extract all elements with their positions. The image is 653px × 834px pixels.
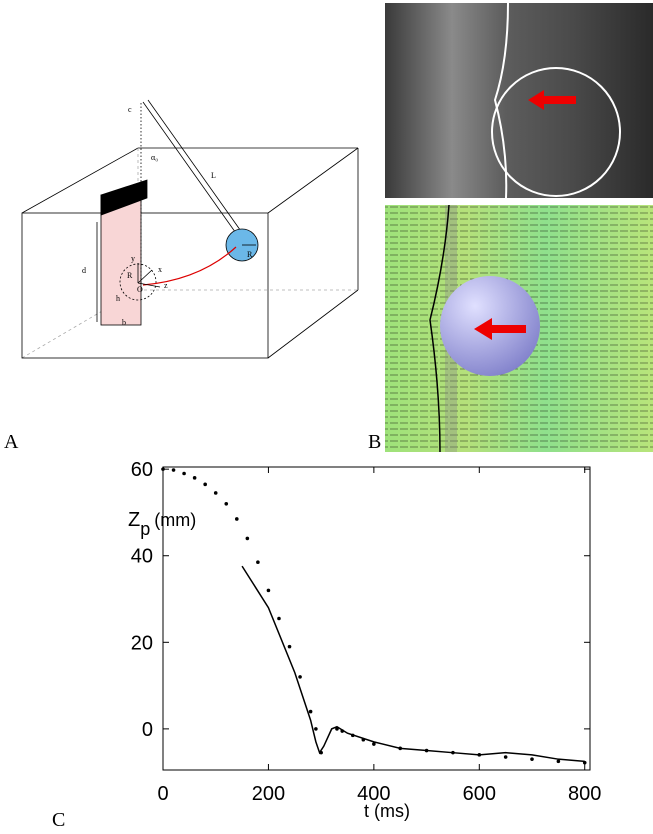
y-tick-label: 20	[131, 632, 153, 654]
panel-label: A	[4, 431, 19, 453]
sphere-outline	[491, 67, 621, 197]
label: α₀	[151, 153, 158, 162]
data-point	[182, 471, 186, 476]
panel-b-photo	[385, 2, 653, 199]
data-point	[192, 476, 197, 480]
plate-top	[100, 179, 148, 216]
arrow	[528, 90, 576, 110]
box-edge	[267, 147, 359, 214]
axis-x	[137, 269, 153, 284]
data-point	[256, 560, 260, 565]
label: c	[128, 105, 132, 114]
plate-outline	[493, 2, 509, 199]
x-tick-label: 800	[568, 783, 601, 805]
label: R	[247, 250, 253, 259]
panel-b-flow	[385, 204, 653, 453]
y-tick-label: 0	[142, 719, 153, 741]
box-front	[21, 212, 269, 359]
x-tick-label: 400	[357, 783, 390, 805]
arrow	[474, 318, 526, 340]
x-tick-label: 0	[157, 783, 168, 805]
data-point	[530, 757, 534, 761]
rod	[142, 101, 239, 237]
label: d	[82, 266, 86, 275]
label: x	[158, 265, 162, 274]
label: b	[122, 318, 126, 327]
data-point	[203, 482, 207, 487]
y-label-unit: (mm)	[154, 510, 196, 530]
box-edge	[267, 289, 359, 359]
diagram-a	[21, 99, 359, 359]
box-edge	[21, 147, 139, 214]
interface	[429, 204, 450, 453]
plot-frame	[162, 466, 591, 771]
panel-label: B	[368, 431, 381, 453]
trajectory	[142, 246, 237, 286]
data-point	[314, 727, 318, 731]
y-label-symbol: Z	[128, 509, 140, 531]
data-point	[308, 709, 313, 714]
axis-z	[137, 282, 161, 288]
data-point	[298, 675, 302, 679]
plate	[100, 194, 142, 326]
data-point	[556, 759, 561, 764]
photo	[385, 3, 653, 198]
label: L	[211, 171, 216, 180]
data-point	[213, 491, 218, 495]
rod	[147, 99, 244, 235]
chart: Zp (mm) t (ms) 0 200 400 600 800 0 20 40 60	[128, 459, 601, 821]
label: h	[116, 294, 120, 303]
panel-label: C	[52, 809, 65, 831]
data-line	[241, 565, 585, 763]
data-point	[372, 742, 376, 746]
data-point	[277, 616, 281, 621]
data-point	[224, 501, 229, 506]
label: O	[137, 285, 143, 294]
x-axis-label: t (ms)	[364, 801, 410, 821]
box-edge-hidden	[21, 289, 139, 359]
data-point	[245, 536, 250, 541]
x-tick-label: 200	[252, 783, 285, 805]
label: R	[127, 271, 133, 280]
data-point	[503, 755, 508, 759]
y-label-subscript: p	[140, 519, 150, 539]
data-point	[287, 644, 292, 649]
label: y	[131, 254, 135, 263]
x-tick-label: 600	[463, 783, 496, 805]
y-tick-label: 40	[131, 546, 153, 568]
y-tick-label: 60	[131, 459, 153, 481]
data-point	[171, 468, 176, 472]
data-point	[266, 588, 271, 593]
y-axis-label: Zp (mm)	[128, 509, 196, 539]
data-point	[161, 467, 165, 471]
label: z	[164, 281, 168, 290]
data-point	[235, 517, 239, 521]
